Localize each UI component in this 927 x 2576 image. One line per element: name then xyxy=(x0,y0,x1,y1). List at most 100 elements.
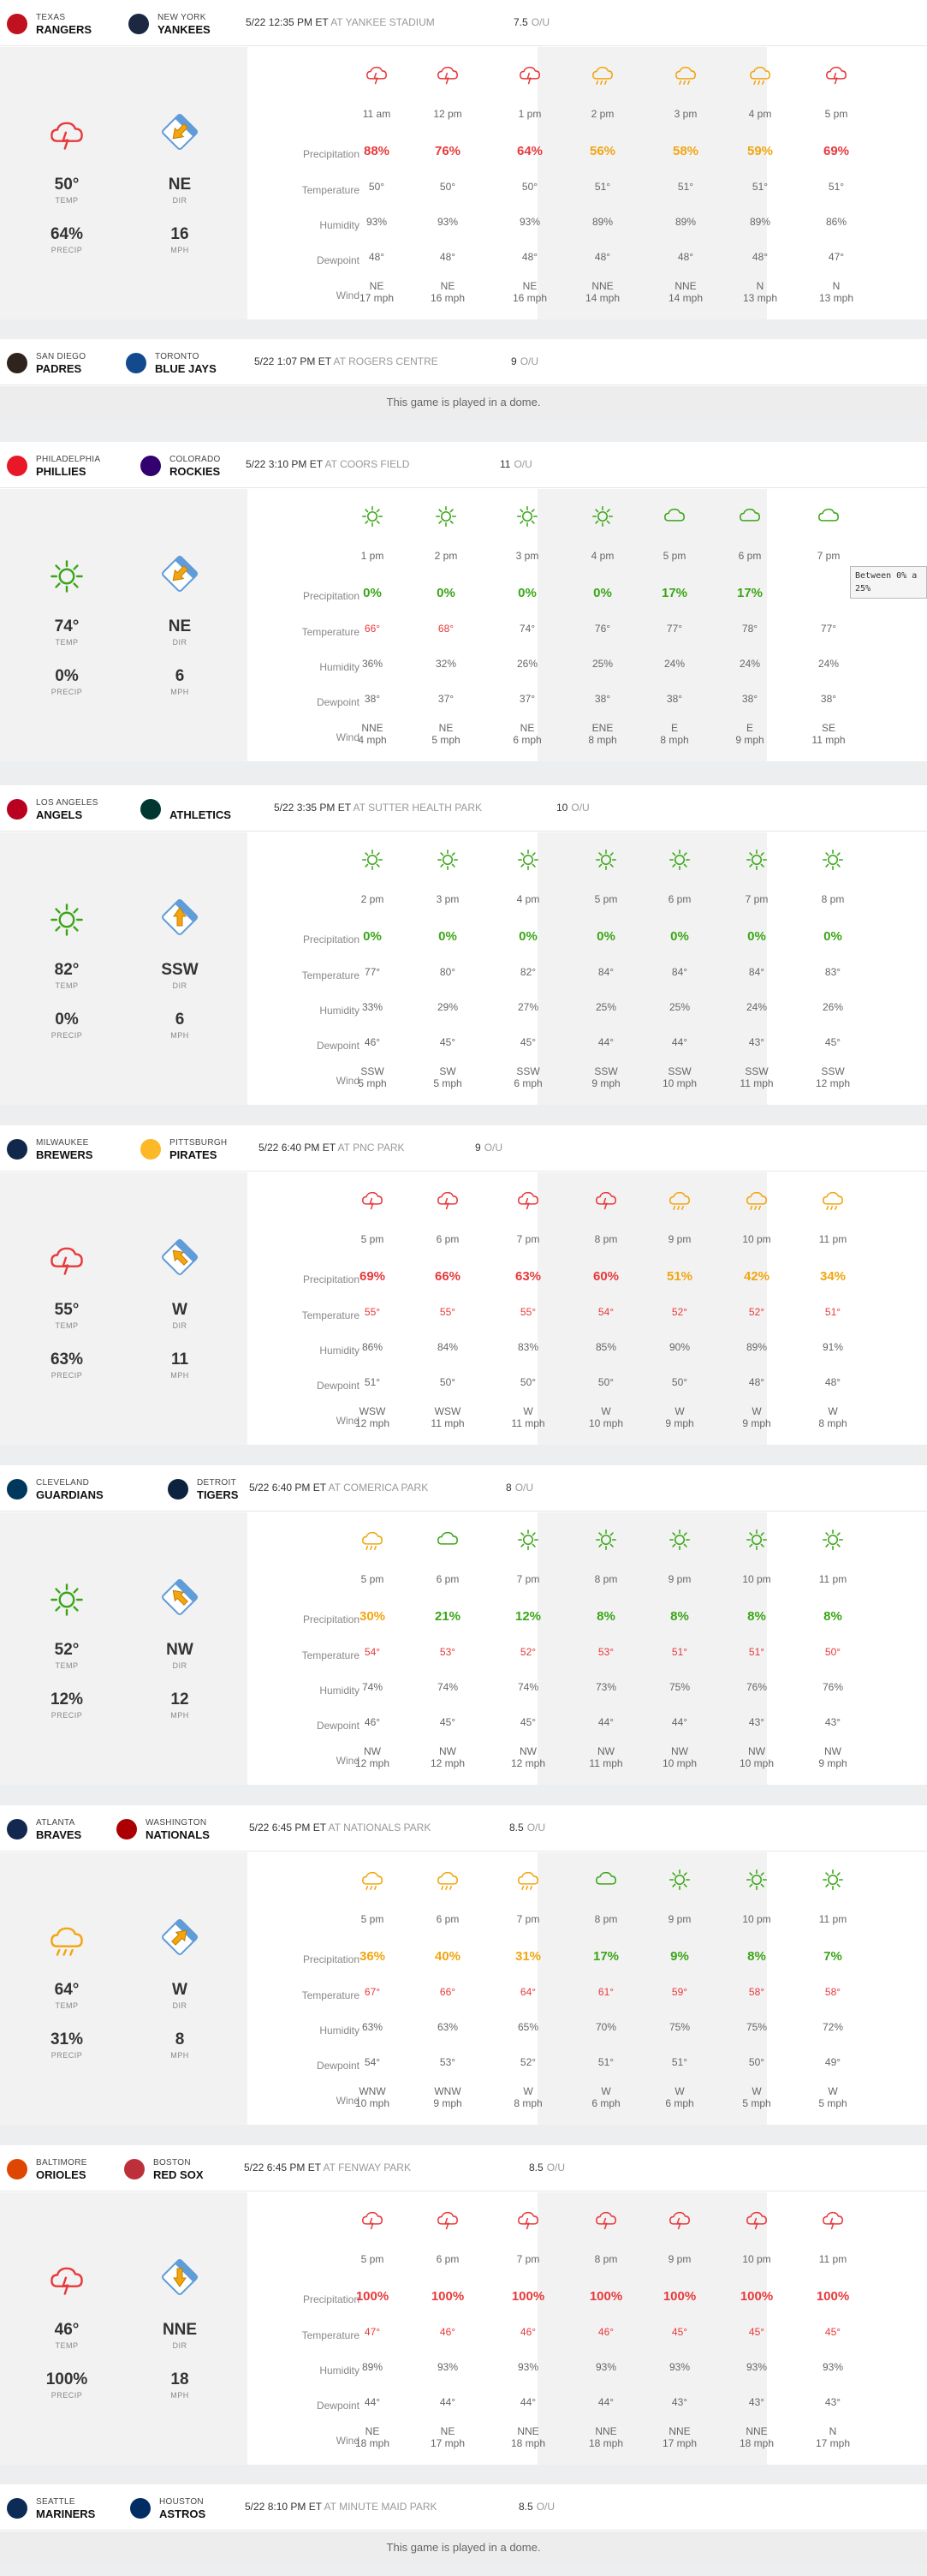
hour-precip[interactable]: 8% xyxy=(597,1609,615,1624)
row-label-precipitation: Precipitation xyxy=(302,1953,360,1965)
wind-dir: NNE xyxy=(746,2425,768,2437)
hour-precip[interactable]: 63% xyxy=(514,1269,542,1284)
game-header: Baltimore Orioles Boston Red Sox 5/22 6:45 P… xyxy=(0,2145,927,2191)
hour-precip[interactable]: 51% xyxy=(666,1269,693,1284)
wind-dir: WNW xyxy=(434,2085,461,2097)
hour-precip[interactable]: 0% xyxy=(747,929,766,944)
summary-precip: 0% xyxy=(55,1011,79,1029)
hour-precip[interactable]: 100% xyxy=(663,2289,697,2304)
ou-value: 8.5 xyxy=(529,2162,544,2174)
hour-precip[interactable]: 0% xyxy=(823,929,842,944)
hour-precip[interactable]: 60% xyxy=(592,1269,620,1284)
hour-precip[interactable]: 76% xyxy=(434,144,461,158)
hour-precip[interactable]: 8% xyxy=(747,1609,766,1624)
wind-dir: NE xyxy=(520,722,535,734)
hour-dewpoint: 53° xyxy=(439,2056,456,2068)
hour-precip[interactable]: 17% xyxy=(661,586,688,600)
wind-dir: N xyxy=(756,280,764,292)
hour-dewpoint: 38° xyxy=(364,693,381,705)
hour-precip[interactable]: 64% xyxy=(516,144,544,158)
hour-precip[interactable]: 8% xyxy=(747,1949,766,1964)
hour-precip[interactable]: 34% xyxy=(819,1269,847,1284)
hour-precip[interactable]: 0% xyxy=(363,586,382,600)
hour-precip[interactable]: 31% xyxy=(514,1949,542,1964)
wind-speed: 8 mph xyxy=(588,734,617,746)
hour-precip[interactable]: 69% xyxy=(823,144,850,158)
wind-compass-icon xyxy=(158,896,201,939)
hour-precip[interactable]: 100% xyxy=(511,2289,545,2304)
row-label-temperature: Temperature xyxy=(301,184,360,196)
ou-value: 9 xyxy=(511,355,517,367)
over-under: 9 O/U xyxy=(511,355,538,367)
hour-precip[interactable]: 88% xyxy=(363,144,390,158)
hour-precip[interactable]: 0% xyxy=(518,586,537,600)
hour-time: 12 pm xyxy=(433,108,462,120)
hour-temp: 84° xyxy=(597,966,615,978)
wind-dir: W xyxy=(674,2085,685,2097)
row-label-precipitation: Precipitation xyxy=(302,933,360,945)
hour-column: 10 pm 42% 52° 89% 48° W 9 mph xyxy=(718,1172,795,1445)
hour-precip[interactable]: 7% xyxy=(823,1949,842,1964)
rain-icon xyxy=(667,2208,692,2232)
hour-precip[interactable]: 30% xyxy=(359,1609,386,1624)
wind-speed: 10 mph xyxy=(662,1077,698,1089)
hour-precip[interactable]: 0% xyxy=(670,929,689,944)
ou-value: 8.5 xyxy=(519,2501,533,2513)
hour-precip[interactable]: 17% xyxy=(736,586,764,600)
showers-icon xyxy=(360,1868,385,1892)
hour-precip[interactable]: 8% xyxy=(670,1609,689,1624)
game-header: San Diego Padres Toronto Blue Jays 5/22 1:07… xyxy=(0,339,927,385)
hour-precip[interactable]: 69% xyxy=(359,1269,386,1284)
hour-precip[interactable]: 100% xyxy=(589,2289,623,2304)
over-under: 7.5 O/U xyxy=(514,16,550,28)
game-card: Milwaukee Brewers Pittsburgh Pirates 5/22 6:… xyxy=(0,1125,927,1445)
hour-humidity: 75% xyxy=(669,1681,691,1693)
mph-label: MPH xyxy=(170,246,189,254)
hour-humidity: 33% xyxy=(361,1001,383,1013)
hour-time: 7 pm xyxy=(516,1233,540,1245)
hour-precip[interactable]: 0% xyxy=(519,929,538,944)
showers-icon xyxy=(667,1188,692,1212)
hour-precip[interactable]: 9% xyxy=(670,1949,689,1964)
hour-column: 7 pm 100% 46° 93% 44° NNE 18 mph xyxy=(490,2192,567,2465)
venue-name: AT PNC PARK xyxy=(337,1142,405,1154)
hour-precip[interactable]: 56% xyxy=(589,144,616,158)
hour-humidity: 93% xyxy=(595,2361,617,2373)
hour-precip[interactable]: 59% xyxy=(746,144,774,158)
mph-label: MPH xyxy=(170,2391,189,2400)
over-under: 8 O/U xyxy=(506,1482,533,1494)
hour-precip[interactable]: 0% xyxy=(593,586,612,600)
hour-precip[interactable]: 100% xyxy=(355,2289,389,2304)
game-time-venue: 5/22 6:40 PM ET AT PNC PARK xyxy=(258,1142,405,1154)
hour-precip[interactable]: 42% xyxy=(743,1269,770,1284)
wind-compass-icon xyxy=(158,552,201,595)
hour-precip[interactable]: 21% xyxy=(434,1609,461,1624)
hour-precip[interactable]: 100% xyxy=(431,2289,465,2304)
hour-precip[interactable]: 8% xyxy=(823,1609,842,1624)
hour-precip[interactable]: 36% xyxy=(359,1949,386,1964)
hour-precip[interactable]: 100% xyxy=(740,2289,774,2304)
hour-precip[interactable]: 58% xyxy=(672,144,699,158)
team-name: Tigers xyxy=(197,1488,239,1501)
hour-precip[interactable]: 0% xyxy=(597,929,615,944)
hour-dewpoint: 45° xyxy=(824,1036,841,1048)
game-card: Texas Rangers New York Yankees 5/22 12:35 PM… xyxy=(0,0,927,319)
hour-precip[interactable]: 40% xyxy=(434,1949,461,1964)
ou-label: O/U xyxy=(571,802,590,814)
hour-precip[interactable]: 0% xyxy=(438,929,457,944)
hour-precip[interactable]: 66% xyxy=(434,1269,461,1284)
hour-precip[interactable]: 17% xyxy=(592,1949,620,1964)
hour-time: 9 pm xyxy=(668,1913,692,1925)
team-logo-icon xyxy=(7,1819,27,1840)
hour-precip[interactable]: 0% xyxy=(363,929,382,944)
rain-icon xyxy=(48,2261,86,2299)
row-label-humidity: Humidity xyxy=(319,1005,360,1017)
team-logo-icon xyxy=(7,799,27,820)
hour-precip[interactable]: 12% xyxy=(514,1609,542,1624)
rain-icon xyxy=(48,1241,86,1279)
hour-precip[interactable]: 0% xyxy=(437,586,455,600)
showers-icon xyxy=(673,63,698,86)
hour-precip[interactable]: 100% xyxy=(816,2289,850,2304)
dir-label: DIR xyxy=(172,1321,187,1330)
